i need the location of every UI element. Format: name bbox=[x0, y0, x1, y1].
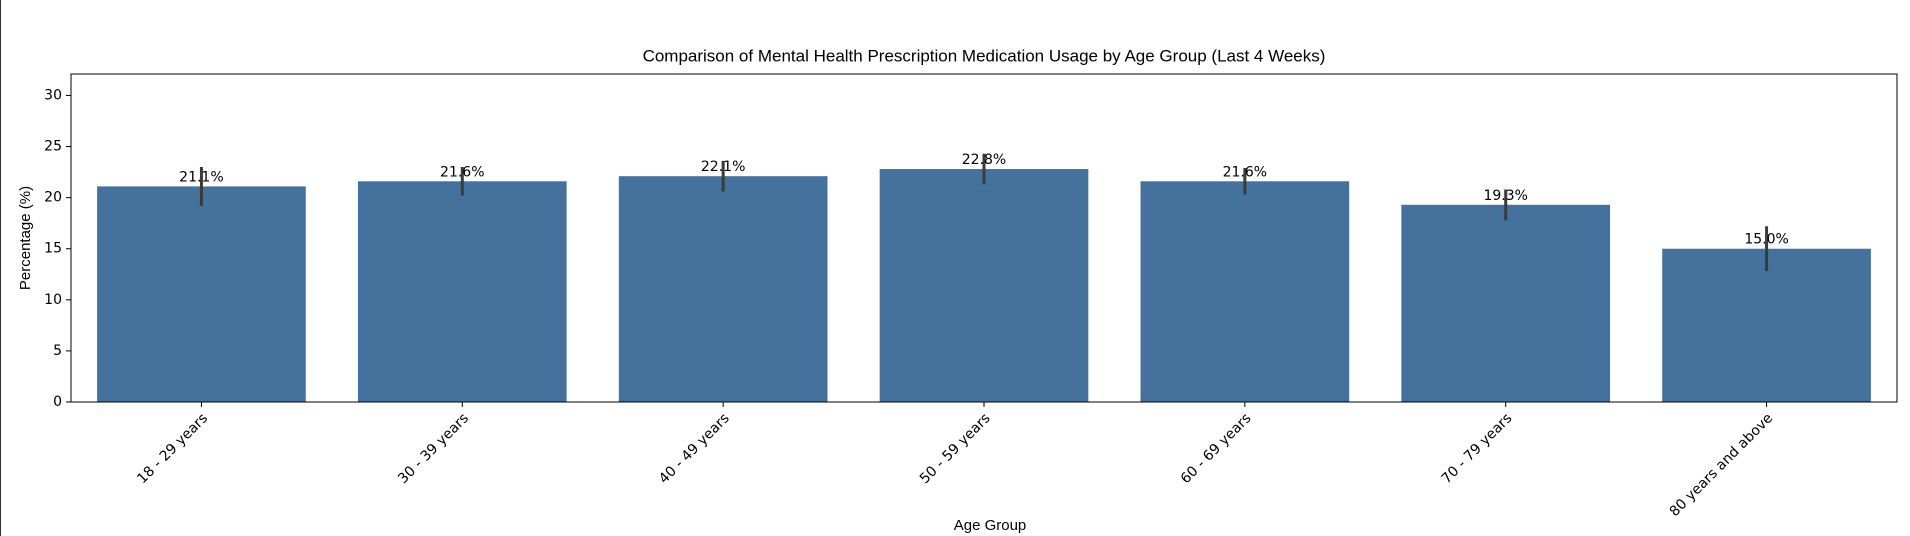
y-tick-label: 25 bbox=[44, 139, 62, 155]
bar bbox=[618, 176, 828, 402]
bar bbox=[879, 169, 1089, 402]
x-tick-label: 40 - 49 years bbox=[656, 410, 733, 487]
value-label: 21.6% bbox=[1223, 164, 1267, 180]
x-tick-label: 18 - 29 years bbox=[134, 410, 211, 487]
y-tick-label: 5 bbox=[53, 343, 62, 359]
x-tick-label: 50 - 59 years bbox=[917, 410, 994, 487]
bar bbox=[97, 186, 306, 402]
chart-title: Comparison of Mental Health Prescription… bbox=[643, 46, 1326, 65]
bar bbox=[1140, 181, 1350, 402]
value-label: 19.3% bbox=[1483, 188, 1527, 204]
x-tick-label: 30 - 39 years bbox=[395, 410, 472, 487]
bar bbox=[357, 181, 567, 402]
value-label: 22.1% bbox=[701, 159, 745, 175]
plot-frame bbox=[70, 73, 1898, 403]
y-axis-label: Percentage (%) bbox=[17, 186, 34, 290]
x-tick-label: 60 - 69 years bbox=[1178, 410, 1255, 487]
x-tick-label: 70 - 79 years bbox=[1439, 410, 1516, 487]
x-axis-label: Age Group bbox=[954, 517, 1027, 534]
value-label: 21.1% bbox=[179, 169, 223, 185]
y-tick-label: 0 bbox=[53, 394, 62, 410]
y-tick-label: 30 bbox=[44, 87, 62, 103]
value-label: 15.0% bbox=[1744, 232, 1788, 248]
y-tick-label: 20 bbox=[44, 190, 62, 206]
y-tick-label: 10 bbox=[44, 292, 62, 308]
bar bbox=[1401, 204, 1611, 402]
bar bbox=[1662, 248, 1871, 402]
value-label: 22.8% bbox=[962, 152, 1006, 168]
y-tick-label: 15 bbox=[44, 241, 62, 257]
value-label: 21.6% bbox=[440, 164, 484, 180]
x-tick-label: 80 years and above bbox=[1667, 410, 1777, 520]
